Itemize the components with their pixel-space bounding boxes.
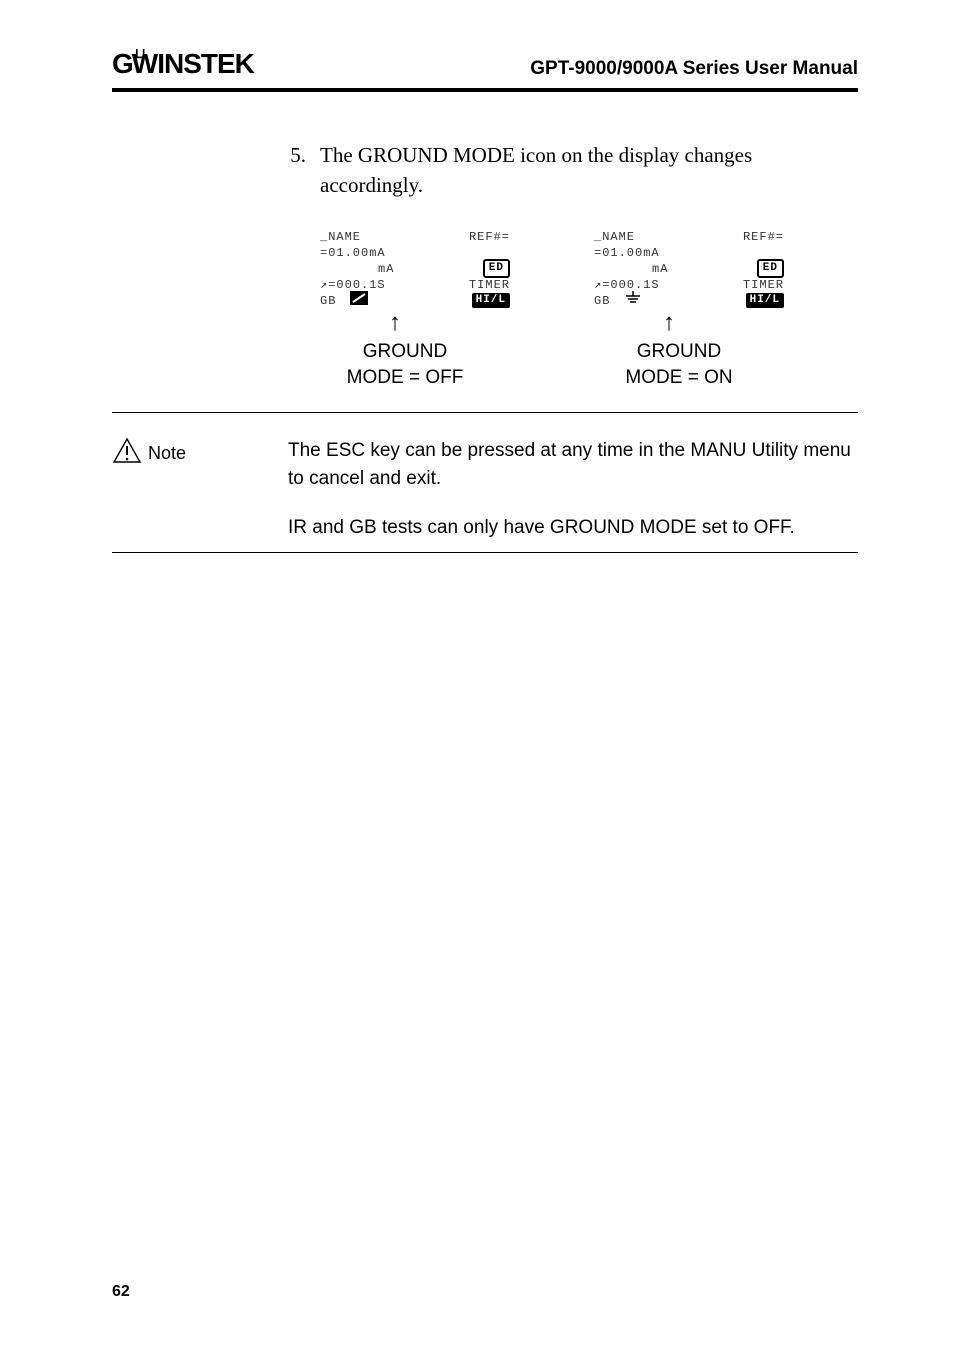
arrow-up-icon: ↑ <box>663 311 675 335</box>
step-text: The GROUND MODE icon on the display chan… <box>320 140 858 201</box>
page-header: GW⊔INSTEK GPT-9000/9000A Series User Man… <box>112 48 858 92</box>
note-para-1: The ESC key can be pressed at any time i… <box>288 437 858 492</box>
note-section: Note The ESC key can be pressed at any t… <box>112 437 858 542</box>
lcd-row-3: mA ED <box>320 261 510 277</box>
logo-part-g: G <box>112 48 132 79</box>
diagram-ground-on: _NAME REF#= =01.00mA mA ED ↗=000.1S TIME… <box>594 229 784 390</box>
lcd-block-off: _NAME REF#= =01.00mA mA ED ↗=000.1S TIME… <box>320 229 510 309</box>
lcd-gb: GB <box>594 293 610 309</box>
lcd-value: =01.00mA <box>320 245 386 261</box>
lcd-ma: mA <box>594 261 668 277</box>
lcd-ref-label: REF#= <box>743 229 784 245</box>
diagrams-container: _NAME REF#= =01.00mA mA ED ↗=000.1S TIME… <box>320 229 858 390</box>
lcd-gb: GB <box>320 293 336 309</box>
arrow-up-icon: ↑ <box>389 311 401 335</box>
lcd-ma: mA <box>320 261 394 277</box>
logo-part-u: W⊔ <box>132 48 157 79</box>
ground-on-icon <box>624 291 642 310</box>
lcd-ref-label: REF#= <box>469 229 510 245</box>
manual-title: GPT-9000/9000A Series User Manual <box>530 58 858 80</box>
note-body: The ESC key can be pressed at any time i… <box>288 437 858 542</box>
label-line1: GROUND <box>625 339 732 365</box>
page-number: 62 <box>112 1283 130 1301</box>
logo-part-rest: INSTEK <box>157 48 254 79</box>
step-number: 5. <box>288 140 306 201</box>
step-row: 5. The GROUND MODE icon on the display c… <box>288 140 858 201</box>
lcd-row-1: _NAME REF#= <box>320 229 510 245</box>
brand-logo: GW⊔INSTEK <box>112 48 254 80</box>
divider-1 <box>112 412 858 413</box>
lcd-ed-badge: ED <box>757 259 784 278</box>
lcd-row-2: =01.00mA <box>320 245 510 261</box>
diagram-off-label: GROUND MODE = OFF <box>347 339 464 390</box>
lcd-row-1: _NAME REF#= <box>594 229 784 245</box>
lcd-hil-badge: HI/L <box>746 293 784 308</box>
lcd-name-label: _NAME <box>320 229 361 245</box>
lcd-row-3: mA ED <box>594 261 784 277</box>
label-line1: GROUND <box>347 339 464 365</box>
note-label: Note <box>148 437 186 464</box>
diagram-ground-off: _NAME REF#= =01.00mA mA ED ↗=000.1S TIME… <box>320 229 510 390</box>
lcd-ed-badge: ED <box>483 259 510 278</box>
divider-2 <box>112 552 858 553</box>
lcd-row-2: =01.00mA <box>594 245 784 261</box>
lcd-row-5: GB HI/L <box>320 293 510 309</box>
lcd-timer: TIMER <box>743 277 784 293</box>
lcd-row-5: GB HI/L <box>594 293 784 309</box>
lcd-hil-badge: HI/L <box>472 293 510 308</box>
ground-off-icon <box>350 291 368 310</box>
warning-icon <box>112 437 142 465</box>
label-line2: MODE = ON <box>625 365 732 391</box>
note-left-column: Note <box>112 437 288 542</box>
content-area: 5. The GROUND MODE icon on the display c… <box>112 140 858 553</box>
diagram-on-label: GROUND MODE = ON <box>625 339 732 390</box>
lcd-name-label: _NAME <box>594 229 635 245</box>
lcd-value: =01.00mA <box>594 245 660 261</box>
note-para-2: IR and GB tests can only have GROUND MOD… <box>288 514 858 542</box>
lcd-block-on: _NAME REF#= =01.00mA mA ED ↗=000.1S TIME… <box>594 229 784 309</box>
label-line2: MODE = OFF <box>347 365 464 391</box>
lcd-timer: TIMER <box>469 277 510 293</box>
